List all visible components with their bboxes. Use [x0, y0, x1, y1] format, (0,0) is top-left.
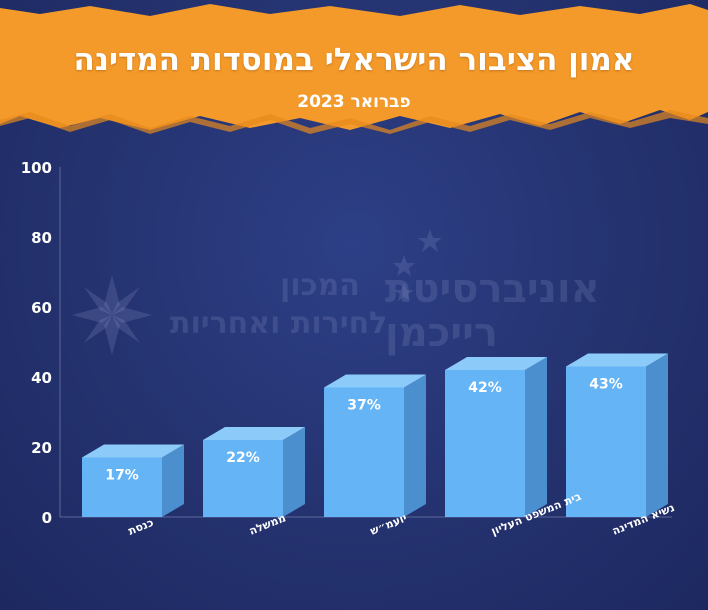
y-tick-label: 20: [31, 439, 52, 457]
chart-title: אמון הציבור הישראלי במוסדות המדינה: [73, 42, 635, 78]
watermark-university-line1: אוניברסיטת: [385, 266, 600, 312]
bar: 17%: [82, 444, 184, 517]
chart-subtitle: פברואר 2023: [297, 92, 411, 112]
watermark-institute-line1: המכון: [280, 268, 360, 303]
bar-top: [82, 444, 184, 458]
y-tick-label: 60: [31, 299, 52, 317]
watermark-institute-line2: לחירות ואחריות: [170, 306, 388, 341]
bars: 17% 22% 37% 42% 43%: [82, 353, 668, 517]
bar-front: [324, 387, 404, 517]
bar-top: [324, 374, 426, 388]
title-banner: [0, 4, 708, 134]
bar-front: [82, 457, 162, 517]
bar-front: [203, 440, 283, 517]
watermark-university-line2: רייכמן: [385, 310, 498, 356]
bar-top: [445, 357, 547, 370]
bar-side: [404, 374, 426, 517]
bar: 37%: [324, 374, 426, 517]
watermark-stars-icon: [393, 229, 442, 301]
bar-top: [566, 353, 668, 367]
banner-brush-texture: [0, 110, 708, 134]
bar: 43%: [566, 353, 668, 517]
bar-front: [566, 366, 646, 517]
bar-side: [283, 427, 305, 517]
y-tick-label: 0: [42, 509, 52, 527]
bar-side: [525, 357, 547, 517]
watermark-logo-icon: [72, 275, 152, 355]
bar-side: [646, 353, 668, 517]
bar-data-label: 22%: [226, 450, 260, 466]
bar-data-label: 42%: [468, 380, 502, 396]
banner-brush-stroke: [0, 4, 708, 130]
x-category-label: כנסת: [126, 516, 155, 538]
bar: 22%: [203, 427, 305, 517]
bar-data-label: 37%: [347, 398, 381, 414]
bar-top: [203, 427, 305, 440]
bar-front: [445, 370, 525, 517]
bar-side: [162, 444, 184, 517]
y-tick-label: 80: [31, 229, 52, 247]
bar-data-label: 43%: [589, 377, 623, 393]
bar-data-label: 17%: [105, 468, 139, 484]
y-tick-label: 40: [31, 369, 52, 387]
bar: 42%: [445, 357, 547, 517]
y-tick-label: 100: [21, 159, 52, 177]
